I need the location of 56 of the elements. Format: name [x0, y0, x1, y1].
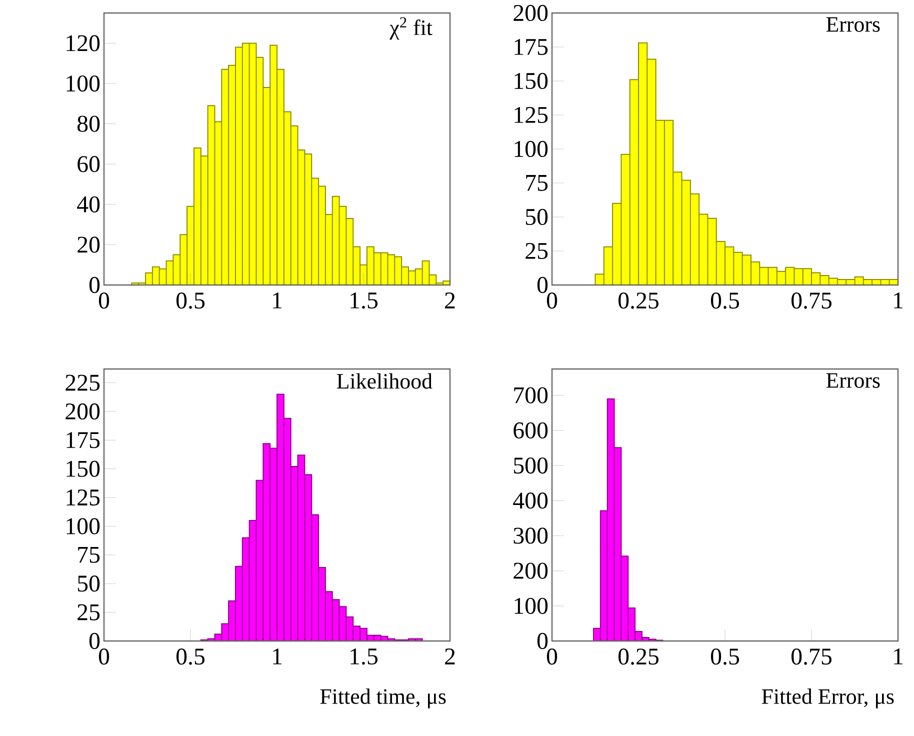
- x-tick-label: 1: [894, 292, 903, 308]
- y-tick-label: 75: [526, 175, 548, 191]
- y-tick-label: 25: [526, 242, 548, 260]
- y-tick-label: 200: [514, 4, 548, 22]
- y-tick-label: 80: [77, 116, 100, 132]
- y-tick-label: 20: [78, 236, 100, 253]
- x-axis-title: Fitted Error, μs: [762, 688, 894, 708]
- y-tick-label: 75: [78, 546, 100, 563]
- y-tick-label: 225: [66, 374, 100, 391]
- y-tick-label: 40: [77, 196, 100, 212]
- x-tick-label: 0.75: [791, 648, 832, 665]
- y-tick-label: 50: [526, 208, 548, 226]
- x-tick-label: 0.5: [710, 648, 740, 665]
- annotation: Errors: [826, 373, 880, 388]
- x-tick-label: 0.25: [618, 648, 658, 665]
- x-axis-title: Fitted time, μs: [320, 688, 446, 708]
- x-tick-label: 0.5: [176, 292, 205, 309]
- y-tick-label: 100: [514, 140, 548, 158]
- y-tick-label: 300: [514, 528, 548, 544]
- y-tick-label: 200: [66, 403, 100, 420]
- y-tick-label: 150: [66, 460, 100, 477]
- x-tick-label: 1: [273, 648, 282, 664]
- y-tick-label: 0: [537, 632, 548, 650]
- y-tick-label: 0: [89, 632, 100, 650]
- x-tick-label: 2: [445, 648, 455, 664]
- x-tick-label: 2: [445, 292, 455, 308]
- x-tick-label: 1.5: [350, 648, 378, 665]
- y-tick-label: 200: [514, 562, 548, 579]
- y-tick-label: 60: [78, 156, 100, 172]
- y-tick-label: 175: [514, 38, 548, 55]
- y-tick-label: 600: [514, 422, 548, 438]
- y-tick-label: 25: [78, 604, 100, 620]
- x-tick-label: 1.5: [350, 292, 378, 309]
- x-tick-label: 0.25: [618, 292, 658, 309]
- y-tick-label: 0: [89, 276, 100, 294]
- y-tick-label: 400: [513, 492, 548, 509]
- x-tick-label: 1: [894, 648, 903, 664]
- y-tick-label: 100: [514, 598, 548, 614]
- y-tick-label: 50: [78, 576, 100, 592]
- y-tick-label: 125: [66, 490, 100, 506]
- x-tick-label: 0.5: [176, 648, 205, 665]
- y-tick-label: 500: [514, 457, 548, 474]
- y-tick-label: 100: [66, 518, 100, 534]
- annotation: χ$^{2}$ fit: [390, 17, 432, 40]
- annotation: Likelihood: [336, 373, 432, 389]
- x-tick-label: 1: [273, 292, 282, 308]
- y-tick-label: 150: [514, 72, 548, 90]
- y-tick-label: 120: [66, 35, 100, 52]
- y-tick-label: 125: [514, 106, 548, 124]
- y-tick-label: 0: [537, 276, 548, 294]
- y-tick-label: 175: [66, 432, 100, 448]
- x-tick-label: 0.5: [710, 292, 740, 309]
- y-tick-label: 100: [66, 75, 100, 92]
- annotation: Errors: [826, 17, 880, 32]
- x-tick-label: 0.75: [791, 292, 832, 309]
- y-tick-label: 700: [514, 387, 548, 404]
